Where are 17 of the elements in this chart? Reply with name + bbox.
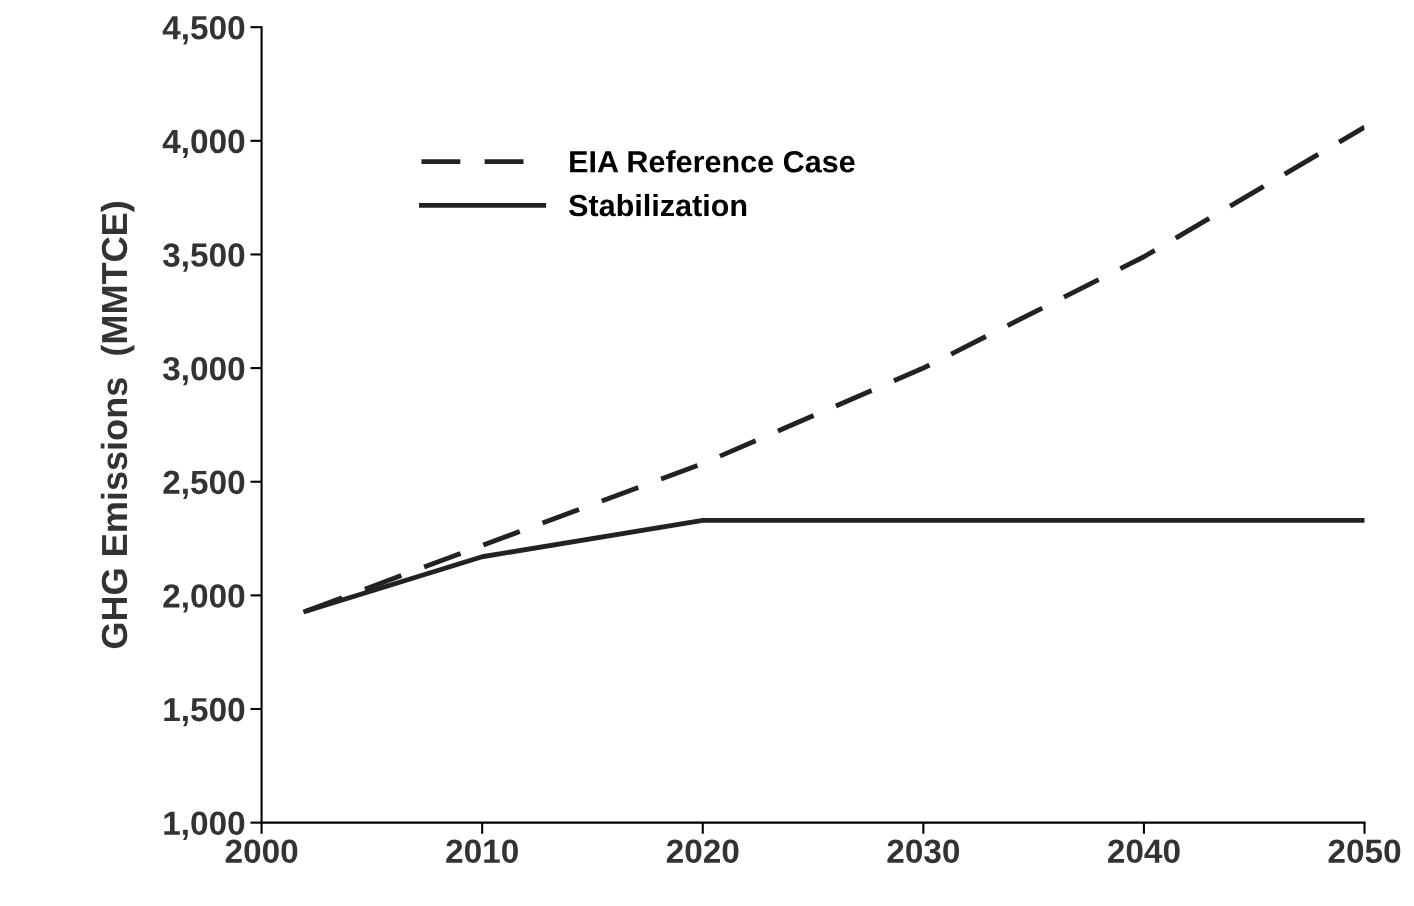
y-tick-label: 4,500 (162, 15, 245, 45)
y-tick-label: 2,000 (163, 584, 245, 613)
x-tick-label: 2030 (887, 839, 960, 864)
y-tick-label: 1,000 (164, 811, 245, 840)
x-tick-label: 2020 (666, 839, 739, 864)
y-tick-label: 2,500 (163, 470, 245, 499)
y-tick-label: 4,000 (162, 129, 245, 159)
x-tick-label: 2040 (1108, 839, 1180, 864)
y-axis-title: GHG Emissions (MMTCE) (100, 201, 135, 649)
legend-label: Stabilization (568, 193, 747, 217)
legend-label: EIA Reference Case (570, 150, 855, 173)
y-tick-label: 3,000 (162, 356, 245, 386)
y-tick-label: 1,500 (164, 697, 245, 727)
x-tick-label: 2050 (1328, 839, 1401, 864)
y-tick-label: 3,500 (162, 243, 245, 272)
x-tick-label: 2000 (225, 839, 298, 864)
x-tick-label: 2010 (446, 839, 518, 864)
